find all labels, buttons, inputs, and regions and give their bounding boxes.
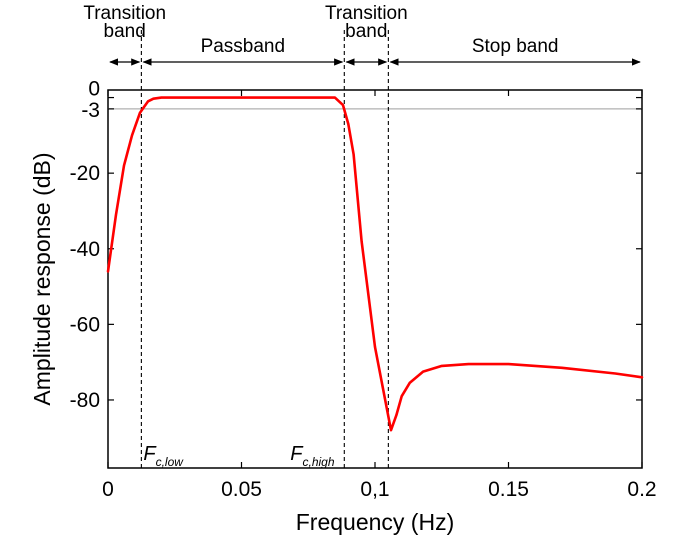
plot-frame: [107, 89, 643, 469]
cutoff-layer: Fc,low Fc,high: [140, 30, 389, 469]
band-label: Stop band: [472, 36, 559, 57]
y-tick-label: -20: [70, 162, 100, 185]
y-tick-label: -60: [70, 313, 100, 336]
cutoff-label-subscript: c,high: [303, 455, 335, 469]
cutoff-label-subscript: c,low: [156, 455, 185, 469]
x-tick-label: 0.15: [488, 478, 529, 501]
band-label: band: [104, 21, 146, 42]
band-label: Transition: [325, 3, 408, 24]
x-tick-label: 0.2: [627, 478, 656, 501]
response-curve: [106, 96, 644, 432]
series-layer: [106, 96, 644, 432]
x-tick-label: 0,1: [360, 478, 389, 501]
band-label: Passband: [201, 36, 286, 57]
tick-layer: 0 0.05 0,1 0.15 0.20-3-20-40-60-80: [70, 78, 657, 501]
cutoff-label: Fc,low: [143, 443, 184, 469]
x-tick-label: 0.05: [221, 478, 262, 501]
y-tick-label: -80: [70, 389, 100, 412]
x-tick-label: 0: [102, 478, 114, 501]
y-axis-title: Amplitude response (dB): [29, 152, 55, 405]
band-label: Transition: [83, 3, 166, 24]
band-label: band: [345, 21, 387, 42]
cutoff-label: Fc,high: [290, 443, 335, 469]
y-tick-label: -40: [70, 238, 100, 261]
band-layer: TransitionbandPassbandTransitionbandStop…: [83, 3, 641, 66]
y-tick-label: 0: [88, 78, 100, 101]
x-axis-title: Frequency (Hz): [296, 509, 454, 535]
y-tick-label: -3: [81, 99, 100, 122]
